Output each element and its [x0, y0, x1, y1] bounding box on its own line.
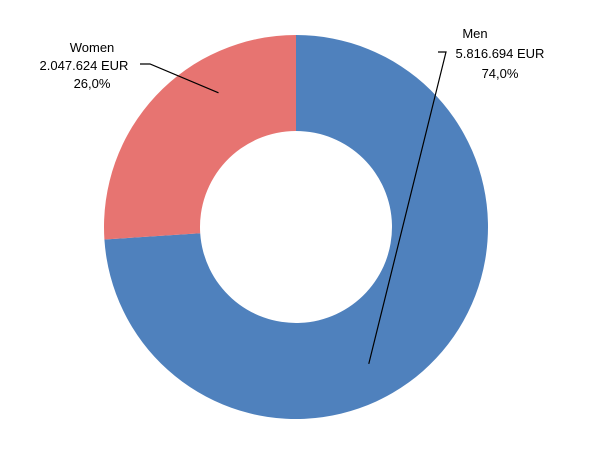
- women-leader-line: [140, 63, 219, 94]
- men-name-label: Men: [462, 26, 487, 41]
- slices-layer: [103, 35, 489, 419]
- women-name-label: Women: [70, 40, 115, 55]
- men-percent-label: 74,0%: [482, 66, 519, 81]
- slice-women: [103, 35, 296, 240]
- women-percent-label: 26,0%: [74, 76, 111, 91]
- leader-lines-layer: [140, 51, 447, 365]
- men-value-label: 5.816.694 EUR: [456, 46, 545, 61]
- men-data-label: Men 5.816.694 EUR 74,0%: [456, 26, 545, 81]
- women-data-label: Women 2.047.624 EUR 26,0%: [40, 40, 129, 91]
- slice-men: [104, 35, 489, 419]
- men-leader-line: [368, 51, 447, 365]
- women-value-label: 2.047.624 EUR: [40, 58, 129, 73]
